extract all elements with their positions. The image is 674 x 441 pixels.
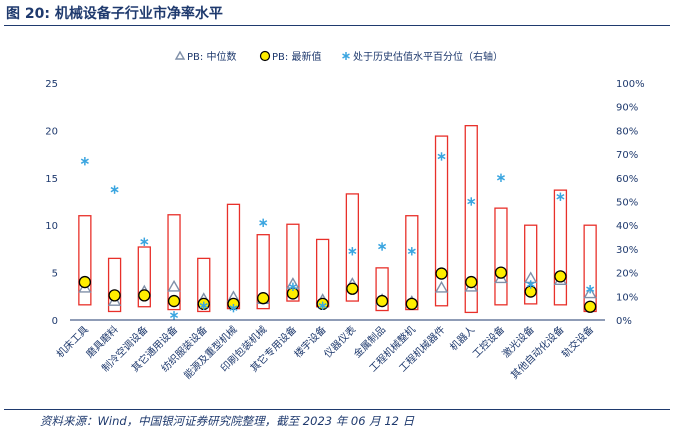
category-label-8: 楼宇设备 bbox=[291, 323, 328, 360]
percentile-marker-8 bbox=[318, 301, 327, 310]
figure-title: 图 20: 机械设备子行业市净率水平 bbox=[6, 6, 223, 22]
right-tick-label: 50% bbox=[616, 198, 638, 209]
legend-circle-icon bbox=[259, 50, 271, 62]
percentile-marker-9 bbox=[348, 247, 357, 256]
chart-legend: PB: 中位数 PB: 最新值 处于历史估值水平百分位（右轴） bbox=[174, 50, 503, 63]
range-box-15 bbox=[524, 224, 538, 305]
percentile-marker-1 bbox=[110, 185, 119, 194]
right-tick-label: 0% bbox=[616, 316, 632, 327]
title-divider bbox=[4, 25, 670, 26]
right-tick-label: 60% bbox=[616, 174, 638, 185]
right-tick-label: 20% bbox=[616, 269, 638, 280]
range-boxes bbox=[78, 125, 597, 314]
right-tick-label: 90% bbox=[616, 103, 638, 114]
latest-marker-1 bbox=[108, 289, 121, 302]
percentile-marker-14 bbox=[496, 173, 505, 182]
latest-marker-16 bbox=[554, 270, 567, 283]
latest-marker-0 bbox=[78, 275, 92, 289]
median-markers bbox=[78, 271, 597, 307]
range-box-17 bbox=[583, 224, 597, 313]
right-tick-label: 80% bbox=[616, 126, 638, 137]
right-tick-label: 30% bbox=[616, 245, 638, 256]
left-axis: 0 5 10 15 20 25 bbox=[45, 79, 605, 327]
range-box-7 bbox=[286, 223, 300, 302]
latest-marker-14 bbox=[494, 266, 508, 279]
legend-asterisk-icon bbox=[342, 52, 350, 60]
legend-label: PB: 中位数 bbox=[187, 50, 236, 63]
percentile-marker-15 bbox=[526, 280, 535, 289]
latest-marker-6 bbox=[257, 292, 270, 305]
percentile-marker-13 bbox=[467, 197, 476, 206]
right-tick-label: 40% bbox=[616, 221, 638, 232]
percentile-markers bbox=[80, 152, 595, 320]
median-marker-17 bbox=[583, 286, 597, 299]
range-box-6 bbox=[256, 234, 270, 310]
range-box-3 bbox=[167, 214, 181, 311]
latest-markers bbox=[78, 266, 597, 313]
range-box-1 bbox=[107, 257, 122, 313]
range-box-9 bbox=[345, 193, 360, 302]
range-box-4 bbox=[197, 257, 211, 313]
latest-marker-3 bbox=[167, 294, 181, 308]
percentile-marker-3 bbox=[170, 311, 179, 320]
legend-item-median: PB: 中位数 bbox=[174, 50, 236, 63]
latest-marker-9 bbox=[346, 282, 359, 295]
right-tick-label: 10% bbox=[616, 292, 638, 303]
percentile-marker-2 bbox=[140, 237, 149, 246]
left-tick-label: 5 bbox=[52, 269, 58, 280]
legend-label: 处于历史估值水平百分位（右轴） bbox=[353, 50, 503, 63]
legend-item-percentile: 处于历史估值水平百分位（右轴） bbox=[342, 50, 503, 63]
pb-valuation-chart: PB: 中位数 PB: 最新值 处于历史估值水平百分位（右轴） 0 5 10 15 20 25… bbox=[45, 50, 645, 382]
range-box-16 bbox=[553, 189, 568, 306]
percentile-marker-11 bbox=[407, 247, 416, 256]
right-tick-label: 100% bbox=[616, 79, 645, 90]
left-tick-label: 0 bbox=[52, 316, 58, 327]
category-label-17: 轨交设备 bbox=[559, 323, 596, 360]
median-marker-12 bbox=[434, 280, 449, 293]
category-label-9: 仪器仪表 bbox=[321, 323, 358, 360]
percentile-marker-6 bbox=[259, 218, 268, 228]
percentile-marker-4 bbox=[199, 301, 208, 310]
right-axis: 0% 10% 20% 30% 40% 50% 60% 70% 80% 90% 100% bbox=[616, 79, 645, 327]
left-tick-label: 20 bbox=[45, 126, 58, 137]
range-box-12 bbox=[434, 135, 449, 307]
left-tick-label: 15 bbox=[45, 174, 58, 185]
legend-triangle-icon bbox=[174, 50, 186, 60]
right-tick-label: 70% bbox=[616, 150, 638, 161]
range-box-13 bbox=[464, 125, 478, 314]
legend-label: PB: 最新值 bbox=[272, 50, 321, 63]
category-labels: 机床工具磨具磨料制冷空调设备其它通用设备纺织服装设备能源及重型机械印刷包装机械其… bbox=[54, 323, 597, 382]
latest-marker-2 bbox=[138, 289, 151, 302]
category-label-0: 机床工具 bbox=[54, 323, 91, 360]
median-marker-3 bbox=[167, 279, 181, 292]
percentile-marker-17 bbox=[586, 284, 595, 294]
latest-marker-11 bbox=[405, 297, 418, 311]
range-box-8 bbox=[315, 238, 330, 308]
range-box-14 bbox=[494, 207, 508, 306]
latest-marker-10 bbox=[375, 294, 389, 308]
source-note: 资料来源：Wind，中国银河证券研究院整理，截至 2023 年 06 月 12 … bbox=[40, 414, 415, 428]
percentile-marker-7 bbox=[288, 282, 297, 292]
percentile-marker-12 bbox=[437, 152, 446, 161]
percentile-marker-0 bbox=[80, 157, 89, 166]
latest-marker-12 bbox=[435, 267, 448, 280]
category-label-14: 工控设备 bbox=[470, 323, 507, 360]
range-box-2 bbox=[137, 246, 151, 308]
percentile-marker-10 bbox=[378, 242, 387, 251]
range-box-0 bbox=[78, 215, 92, 306]
latest-marker-17 bbox=[583, 300, 597, 313]
percentile-marker-5 bbox=[229, 303, 238, 313]
source-divider bbox=[4, 409, 670, 410]
latest-marker-13 bbox=[465, 275, 478, 289]
legend-item-latest: PB: 最新值 bbox=[259, 50, 321, 63]
percentile-marker-16 bbox=[556, 192, 565, 201]
range-box-10 bbox=[375, 267, 389, 312]
category-label-13: 机器人 bbox=[447, 323, 477, 353]
left-tick-label: 25 bbox=[45, 79, 58, 90]
left-tick-label: 10 bbox=[45, 221, 58, 232]
